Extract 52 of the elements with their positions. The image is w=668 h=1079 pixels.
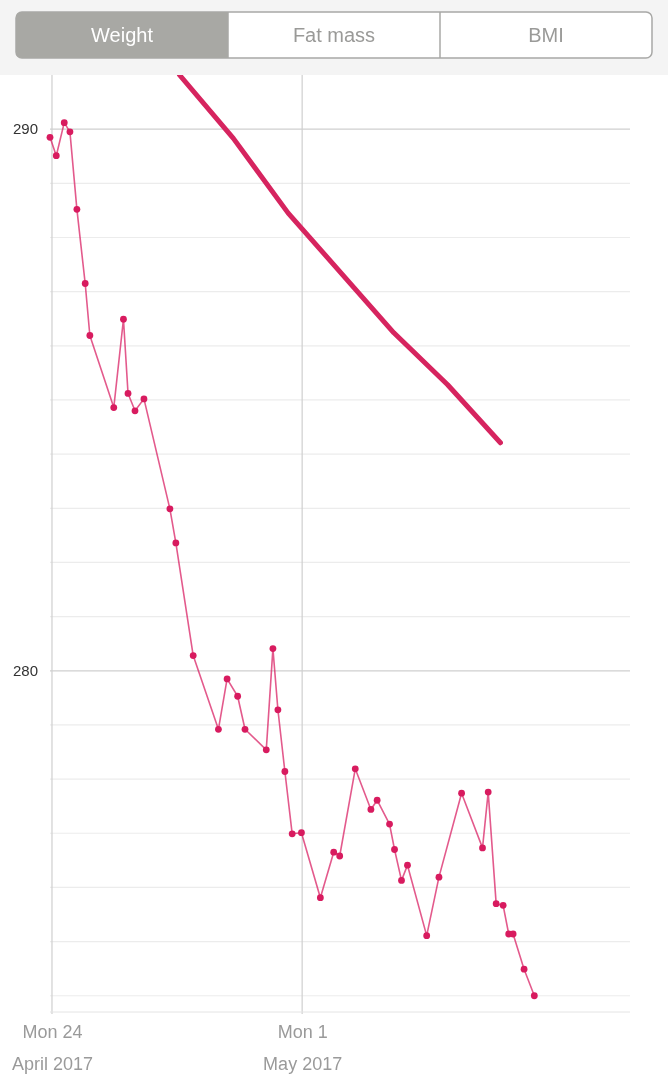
point	[120, 315, 127, 323]
point	[330, 848, 338, 856]
text: Weight	[91, 24, 154, 46]
point	[110, 404, 118, 411]
point	[479, 844, 486, 852]
point	[81, 280, 89, 287]
point	[281, 768, 289, 775]
point	[262, 746, 270, 754]
point	[274, 706, 282, 714]
point	[520, 965, 528, 973]
point	[52, 152, 60, 160]
point	[499, 901, 507, 909]
point	[166, 505, 174, 513]
point	[367, 806, 375, 813]
point	[241, 725, 249, 733]
y-tick-label: 290	[12, 120, 38, 138]
point	[404, 861, 411, 869]
point	[223, 675, 231, 683]
point	[140, 395, 148, 403]
point	[391, 846, 398, 853]
point	[423, 932, 431, 940]
point	[73, 205, 81, 213]
x-tick-label: Mon 24 April 2017	[11, 1022, 94, 1074]
point	[509, 930, 517, 938]
point	[269, 645, 277, 652]
point	[86, 332, 94, 339]
point	[492, 900, 500, 908]
point	[234, 692, 242, 700]
text: Fat mass	[292, 24, 376, 46]
point	[215, 725, 222, 733]
point	[298, 829, 305, 837]
point	[124, 390, 132, 397]
point	[46, 133, 54, 141]
x-tick-label: Mon 1 May 2017	[263, 1022, 343, 1074]
point	[458, 789, 465, 797]
point	[373, 796, 381, 804]
y-tick-label: 280	[12, 662, 38, 680]
point	[131, 407, 139, 415]
point	[386, 820, 393, 828]
point	[66, 128, 74, 136]
point	[351, 765, 359, 773]
point	[336, 852, 344, 860]
point	[316, 894, 324, 902]
point	[172, 539, 180, 547]
point	[530, 992, 538, 1000]
point	[189, 652, 197, 660]
point	[398, 876, 405, 884]
point	[484, 788, 492, 796]
point	[288, 830, 296, 838]
point	[60, 119, 68, 127]
point	[435, 873, 443, 881]
text: BMI	[528, 24, 564, 46]
